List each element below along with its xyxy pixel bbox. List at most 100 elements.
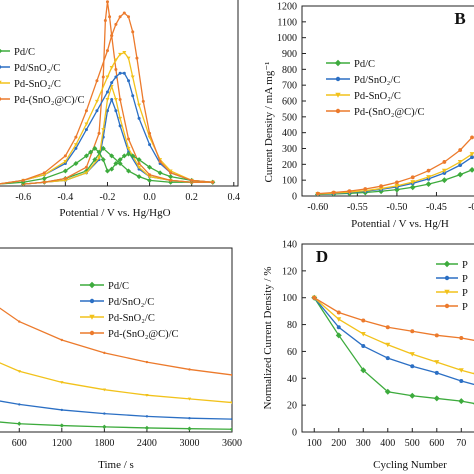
data-point [92,145,98,151]
data-point [127,137,131,141]
data-point [187,397,192,401]
legend-label: Pd/C [354,59,375,70]
data-point [363,187,368,191]
data-point [117,160,123,166]
data-point [470,135,474,140]
series-line [317,136,473,195]
x-tick-label: 500 [405,438,420,449]
data-point [158,160,162,164]
data-point [109,153,115,159]
y-tick-label: 700 [282,81,297,92]
data-point [100,157,106,163]
data-point [110,98,114,102]
data-point [88,149,94,155]
y-tick-label: 100 [282,176,297,187]
legend-marker [0,80,2,84]
x-tick-label: 2400 [137,438,157,449]
data-point [188,368,191,371]
data-point [60,408,64,412]
series-line [0,400,232,420]
y-tick-label: 80 [287,320,297,331]
x-tick-label: 1200 [52,438,72,449]
legend-label: Pd-SnO₂/C [14,79,61,90]
panel-b-lsv-chart: -0.60 -0.55 -0.50 -0.45 -0.4 0 100 200 300 400 500… [263,2,474,230]
series-line [317,153,473,195]
data-point [211,180,215,184]
data-point [459,378,464,383]
x-tick-label: -0.45 [426,202,447,213]
data-point [108,15,112,19]
data-point [137,116,141,120]
data-point [126,56,131,61]
data-point [118,98,122,102]
y-tick-label: 60 [287,347,297,358]
data-point [336,325,341,330]
data-point [145,394,149,397]
data-point [188,417,191,420]
data-point [137,103,142,108]
data-point [126,146,131,151]
data-point [127,15,131,19]
data-point [103,351,106,355]
legend-label: Pd-(SnO₂@C)/C [354,107,425,118]
data-point [469,152,474,157]
data-point [394,183,400,189]
data-point [410,175,415,180]
data-point [384,388,391,395]
data-point [157,170,163,176]
data-point [360,367,367,374]
legend-marker [335,92,341,98]
data-point [147,177,153,183]
data-point [148,143,152,147]
x-tick-label: -0.2 [100,192,116,203]
plot-frame [0,247,233,433]
data-point [378,186,384,191]
data-point [130,75,135,79]
data-point [114,67,118,71]
legend-label: P [462,260,468,271]
data-point [458,368,464,373]
x-axis-label: Potential / V vs. Hg/HgO [59,207,170,219]
series-line [0,421,232,430]
data-point [361,318,366,323]
data-point [187,426,192,431]
plot-frame [0,0,239,187]
data-point [379,184,383,189]
series-line [0,147,213,185]
legend-marker [443,260,451,268]
data-point [59,423,65,428]
x-tick-label: 3600 [222,438,242,449]
data-point [126,168,132,174]
data-point [458,148,463,152]
data-point [105,90,109,94]
data-point [102,388,107,392]
data-point [84,171,89,175]
legend-label: Pd-(SnO₂@C)/C [14,95,85,106]
data-point [442,160,447,164]
data-point [168,174,174,180]
data-point [73,160,79,166]
data-point [425,181,432,188]
x-tick-label: 3000 [179,438,199,449]
data-point [95,79,99,83]
data-point [122,51,127,55]
y-tick-label: 1000 [277,33,297,44]
data-point [96,149,102,155]
data-point [434,360,440,365]
data-point [385,342,391,348]
series-line [23,84,213,185]
data-point [83,153,89,159]
legend-label: Pd/C [14,47,35,58]
data-point [63,178,68,183]
data-point [434,333,439,338]
data-point [101,128,106,132]
data-point [441,177,448,184]
data-point [105,0,109,4]
x-axis-label: Cycling Number [373,459,447,471]
data-point [113,160,119,166]
panel-label-b: B [454,9,465,28]
data-point [105,75,110,79]
data-point [410,180,416,185]
data-point [394,186,400,193]
